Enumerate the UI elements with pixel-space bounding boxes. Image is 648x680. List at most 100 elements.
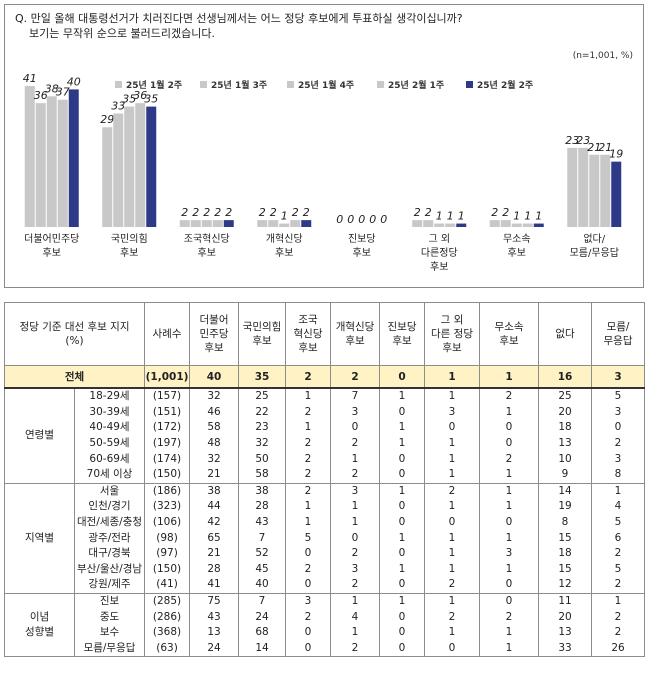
value-cell: 0 (479, 435, 540, 452)
column-header-text: 무응답 (603, 335, 633, 347)
value-cell: 1 (424, 451, 481, 467)
value-cell: 25 (238, 387, 287, 405)
value-cell: 2 (479, 387, 540, 405)
bar (124, 106, 135, 227)
value-cell: 12 (538, 577, 593, 594)
value-cell: 2 (285, 451, 332, 467)
category-label: 후보 (353, 247, 371, 259)
bar (412, 220, 423, 227)
column-header: 조국 혁신당 후보 (285, 302, 332, 366)
category-label: 무소속 (503, 233, 531, 245)
column-header-text: 무소속 (494, 321, 524, 333)
bar (46, 96, 57, 227)
row-label: 30-39세 (74, 404, 146, 421)
bar (135, 103, 146, 227)
legend-label: 25년 1월 4주 (298, 79, 354, 91)
row-label: 광주/전라 (74, 530, 146, 546)
data-label: 1 (436, 210, 443, 223)
value-cell: 0 (479, 592, 540, 610)
column-header-text: 후보 (298, 342, 318, 354)
sample-size: (97) (144, 545, 191, 562)
value-cell: 2 (479, 609, 540, 625)
value-cell: 20 (538, 404, 593, 421)
data-label: 0 (369, 213, 376, 226)
sample-size: (98) (144, 530, 191, 546)
value-cell: 68 (238, 624, 287, 641)
category-label: 없다/ (583, 232, 605, 245)
bar (268, 220, 279, 227)
value-cell: 2 (424, 609, 481, 625)
value-cell: 0 (285, 545, 332, 562)
table-row: 모름/무응답 (63) 24 14 0 2 0 0 1 33 26 (5, 640, 646, 658)
value-cell: 2 (330, 545, 381, 562)
value-cell: 1 (285, 387, 332, 405)
group-label: 이념 성향별 (4, 592, 75, 658)
column-header-text: 후보 (499, 335, 519, 347)
legend-label: 25년 2월 1주 (388, 79, 444, 91)
table-row: 60-69세 (174) 32 50 2 1 0 1 2 10 3 (5, 451, 646, 467)
column-header: 국민의힘 후보 (238, 302, 287, 366)
bar (611, 161, 622, 227)
value-cell: 1 (379, 592, 426, 610)
sample-size: (41) (144, 577, 191, 594)
value-cell: 75 (189, 592, 240, 610)
value-cell: 1 (424, 435, 481, 452)
value-cell: 4 (591, 499, 646, 515)
row-label: 50-59세 (74, 435, 146, 452)
value-cell: 18 (538, 545, 593, 562)
bar (190, 220, 201, 227)
total-row: 전체 (1,001) 40 35 2 2 0 1 1 16 3 (3, 365, 646, 389)
value-cell: 24 (238, 609, 287, 625)
value-cell: 1 (379, 387, 426, 405)
data-label: 0 (336, 213, 343, 226)
value-cell: 1 (379, 530, 426, 546)
question-line-2: 보기는 무작위 순으로 불러드리겠습니다. (15, 27, 216, 40)
column-header-text: 그 외 (440, 314, 464, 326)
value-cell: 8 (538, 514, 593, 531)
sample-size: (172) (144, 420, 191, 436)
value-cell: 2 (285, 404, 332, 421)
value-cell: 58 (189, 420, 240, 436)
value-cell: 2 (285, 561, 332, 578)
data-label: 29 (100, 113, 114, 126)
row-label: 대구/경북 (74, 545, 146, 562)
data-label: 2 (214, 206, 221, 219)
row-label: 70세 이상 (74, 466, 146, 484)
value-cell: 0 (424, 420, 481, 436)
data-label: 0 (347, 213, 354, 226)
value-cell: 14 (238, 640, 287, 658)
data-label: 2 (303, 206, 310, 219)
value-cell: 6 (591, 530, 646, 546)
value-cell: 2 (285, 466, 332, 484)
value-cell: 1 (424, 624, 481, 641)
data-label: 1 (513, 210, 520, 223)
bar (212, 220, 223, 227)
value-cell: 0 (379, 499, 426, 515)
legend-swatch (115, 81, 122, 88)
value-cell: 1 (424, 545, 481, 562)
value-cell: 42 (189, 514, 240, 531)
data-label: 2 (270, 206, 277, 219)
value-cell: 1 (285, 499, 332, 515)
sample-size: (63) (144, 640, 191, 658)
value-cell: 1 (424, 387, 481, 405)
group-label-text: 이념 (29, 610, 50, 623)
column-header-text: 후보 (345, 335, 365, 347)
data-label: 2 (292, 206, 299, 219)
value-cell: 0 (379, 466, 426, 484)
data-label: 36 (133, 89, 147, 102)
value-cell: 1 (479, 466, 540, 484)
crosstab-table-wrapper: 정당 기준 대선 후보 지지 (%) 사례수 더불어 민주당 후보 국민의힘 후보 조국 혁신당 후… (3, 302, 646, 658)
value-cell: 52 (238, 545, 287, 562)
table-row: 이념 성향별 진보 (285) 75 7 3 1 1 1 0 11 1 (4, 592, 646, 658)
value-cell: 2 (285, 609, 332, 625)
value-cell: 1 (424, 499, 481, 515)
value-cell: 1 (424, 530, 481, 546)
value-cell: 0 (379, 577, 426, 594)
value-cell: 32 (238, 435, 287, 452)
category-label: 조국혁신당 (184, 233, 230, 245)
value-cell: 3 (330, 404, 381, 421)
bar (600, 154, 611, 227)
table-row: 지역별 서울 (186) 38 38 2 3 1 2 1 14 1 (4, 482, 646, 594)
table-row: 강원/제주 (41) 41 40 0 2 0 2 0 12 2 (5, 577, 646, 594)
